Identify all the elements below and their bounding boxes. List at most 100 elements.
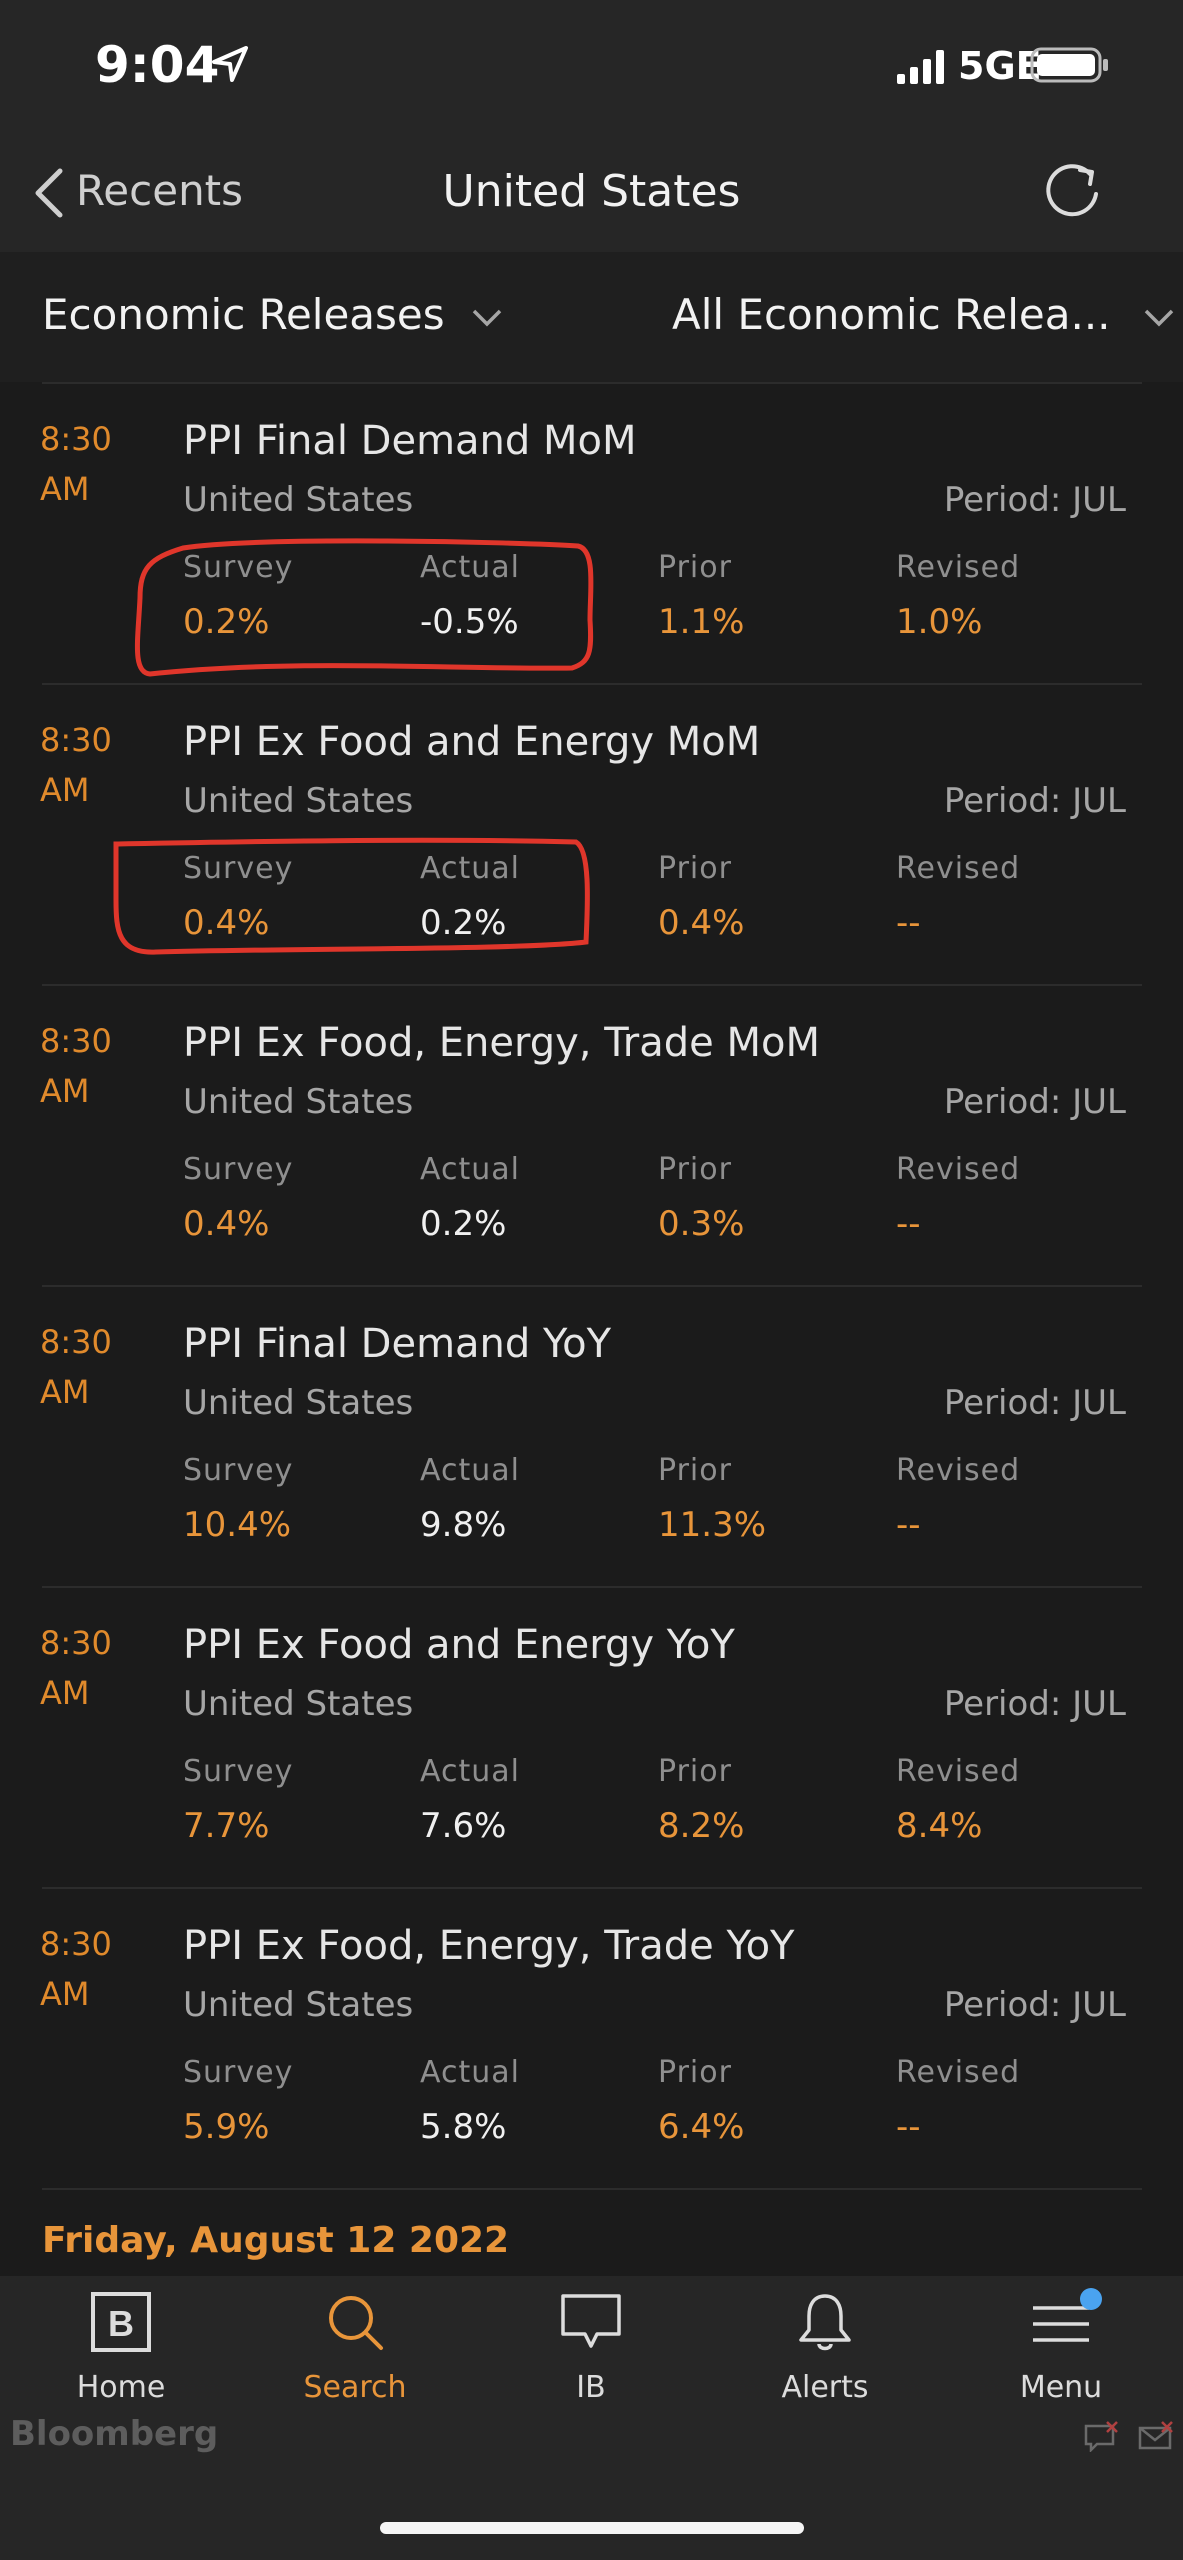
release-row[interactable]: 8:30 AM PPI Ex Food and Energy YoY United S… xyxy=(0,1586,1183,1886)
chat-bubble-icon xyxy=(561,2294,621,2348)
divider xyxy=(42,984,1142,986)
column-header-actual: Actual xyxy=(420,851,520,886)
value-prior: 1.1% xyxy=(658,602,745,642)
value-actual: 9.8% xyxy=(420,1505,507,1545)
bell-icon xyxy=(799,2294,851,2351)
column-header-actual: Actual xyxy=(420,1453,520,1488)
divider xyxy=(42,1586,1142,1588)
release-time: 8:30 AM xyxy=(40,1624,112,1712)
release-filter-label: All Economic Relea... xyxy=(672,290,1111,339)
release-period: Period: JUL xyxy=(943,1684,1126,1724)
top-bar xyxy=(0,0,1183,252)
chevron-down-icon xyxy=(1144,309,1174,327)
divider xyxy=(42,2188,1142,2190)
release-row[interactable]: 8:30 AM PPI Final Demand MoM United States P… xyxy=(0,382,1183,682)
search-icon xyxy=(329,2296,383,2350)
column-header-actual: Actual xyxy=(420,550,520,585)
brand-logo: Bloomberg xyxy=(10,2414,219,2454)
tab-ib[interactable]: IB xyxy=(501,2290,681,2405)
value-prior: 0.4% xyxy=(658,903,745,943)
network-type: 5GE xyxy=(958,44,1042,88)
back-chevron-icon[interactable] xyxy=(30,165,70,221)
release-time: 8:30 AM xyxy=(40,420,112,508)
release-title: PPI Ex Food and Energy YoY xyxy=(183,1622,735,1668)
release-filter-dropdown[interactable]: All Economic Relea... xyxy=(672,290,1176,339)
value-actual: 7.6% xyxy=(420,1806,507,1846)
column-header-prior: Prior xyxy=(658,550,732,585)
divider xyxy=(42,683,1142,685)
release-time: 8:30 AM xyxy=(40,1022,112,1110)
release-title: PPI Final Demand YoY xyxy=(183,1321,612,1367)
release-country: United States xyxy=(183,1383,414,1423)
value-actual: 0.2% xyxy=(420,1204,507,1244)
value-prior: 0.3% xyxy=(658,1204,745,1244)
value-revised: -- xyxy=(896,1204,921,1244)
value-actual: 5.8% xyxy=(420,2107,507,2147)
release-type-label: Economic Releases xyxy=(42,290,445,339)
column-header-survey: Survey xyxy=(183,2055,294,2090)
tab-menu[interactable]: Menu xyxy=(971,2290,1151,2405)
value-survey: 10.4% xyxy=(183,1505,292,1545)
home-indicator xyxy=(380,2522,804,2534)
bloomberg-b-icon: B xyxy=(91,2292,151,2352)
signal-icon xyxy=(897,50,944,84)
release-country: United States xyxy=(183,1985,414,2025)
value-prior: 11.3% xyxy=(658,1505,767,1545)
release-period: Period: JUL xyxy=(943,480,1126,520)
release-period: Period: JUL xyxy=(943,1082,1126,1122)
release-title: PPI Ex Food, Energy, Trade YoY xyxy=(183,1923,795,1969)
column-header-revised: Revised xyxy=(896,1152,1021,1187)
tab-search[interactable]: Search xyxy=(265,2290,445,2405)
release-type-dropdown[interactable]: Economic Releases xyxy=(42,290,504,339)
value-revised: 8.4% xyxy=(896,1806,983,1846)
column-header-revised: Revised xyxy=(896,2055,1021,2090)
column-header-actual: Actual xyxy=(420,2055,520,2090)
tab-label: Alerts xyxy=(781,2370,869,2405)
column-header-prior: Prior xyxy=(658,1453,732,1488)
release-row[interactable]: 8:30 AM PPI Ex Food, Energy, Trade MoM Unit… xyxy=(0,984,1183,1284)
svg-text:B: B xyxy=(108,2303,134,2344)
filter-bar xyxy=(0,252,1183,382)
tab-alerts[interactable]: Alerts xyxy=(735,2290,915,2405)
column-header-survey: Survey xyxy=(183,1453,294,1488)
notification-badge xyxy=(1080,2288,1102,2310)
release-title: PPI Ex Food and Energy MoM xyxy=(183,719,761,765)
value-revised: 1.0% xyxy=(896,602,983,642)
column-header-survey: Survey xyxy=(183,1754,294,1789)
status-time: 9:04 xyxy=(95,36,220,94)
tab-home[interactable]: B Home xyxy=(31,2290,211,2405)
release-title: PPI Ex Food, Energy, Trade MoM xyxy=(183,1020,820,1066)
chevron-down-icon xyxy=(472,309,502,327)
release-country: United States xyxy=(183,781,414,821)
release-period: Period: JUL xyxy=(943,781,1126,821)
value-prior: 8.2% xyxy=(658,1806,745,1846)
value-revised: -- xyxy=(896,1505,921,1545)
column-header-prior: Prior xyxy=(658,851,732,886)
release-title: PPI Final Demand MoM xyxy=(183,418,637,464)
column-header-prior: Prior xyxy=(658,1152,732,1187)
column-header-revised: Revised xyxy=(896,851,1021,886)
column-header-prior: Prior xyxy=(658,2055,732,2090)
back-button[interactable]: Recents xyxy=(76,166,244,215)
refresh-icon[interactable] xyxy=(1040,160,1104,224)
value-actual: 0.2% xyxy=(420,903,507,943)
value-survey: 7.7% xyxy=(183,1806,270,1846)
column-header-prior: Prior xyxy=(658,1754,732,1789)
value-survey: 0.2% xyxy=(183,602,270,642)
release-row[interactable]: 8:30 AM PPI Final Demand YoY United States P… xyxy=(0,1285,1183,1585)
mail-error-icon xyxy=(1138,2421,1173,2450)
release-time: 8:30 AM xyxy=(40,1925,112,2013)
column-header-revised: Revised xyxy=(896,1754,1021,1789)
column-header-survey: Survey xyxy=(183,550,294,585)
message-error-icon xyxy=(1084,2421,1118,2452)
column-header-revised: Revised xyxy=(896,1453,1021,1488)
release-period: Period: JUL xyxy=(943,1985,1126,2025)
tab-label: Search xyxy=(303,2370,407,2405)
divider xyxy=(42,1887,1142,1889)
release-time: 8:30 AM xyxy=(40,1323,112,1411)
tab-bar xyxy=(0,2276,1183,2560)
release-row[interactable]: 8:30 AM PPI Ex Food and Energy MoM United S… xyxy=(0,683,1183,983)
divider xyxy=(42,382,1142,384)
release-row[interactable]: 8:30 AM PPI Ex Food, Energy, Trade YoY Unit… xyxy=(0,1887,1183,2187)
tab-label: Menu xyxy=(1019,2370,1103,2405)
